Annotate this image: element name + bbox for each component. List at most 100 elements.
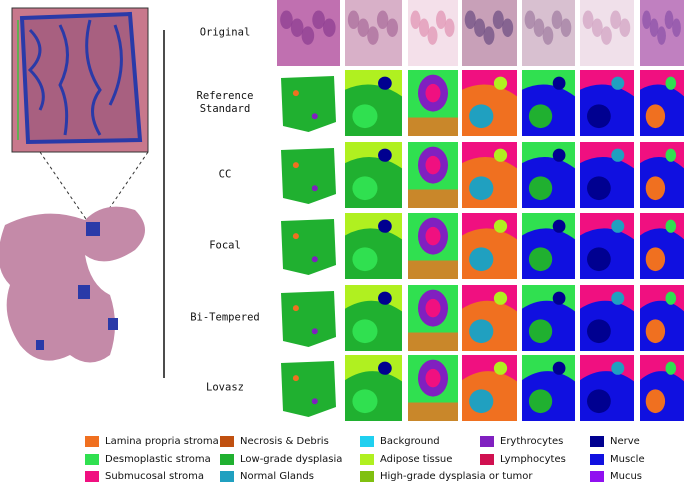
segment [425, 298, 441, 318]
tissue-blob [533, 18, 545, 37]
segment [552, 219, 566, 233]
tissue-blob [672, 18, 681, 37]
legend-item: Low-grade dysplasia [220, 454, 342, 465]
segment [352, 104, 378, 129]
tissue-blob [619, 18, 631, 37]
legend-label: Low-grade dysplasia [240, 454, 343, 465]
tissue-blob [657, 26, 666, 45]
segment [352, 176, 378, 201]
tissue-blob [591, 18, 603, 37]
segment [292, 375, 299, 382]
tissue-blob [610, 10, 622, 30]
legend-swatch [480, 454, 494, 465]
segment [378, 361, 392, 375]
legend-item: Muscle [590, 454, 645, 465]
segment [352, 389, 378, 414]
segment [528, 247, 553, 272]
segment [645, 247, 666, 272]
legend-swatch [220, 454, 234, 465]
segment [665, 291, 677, 305]
segment [281, 361, 336, 417]
tissue-blob [436, 10, 446, 30]
legend-label: Nerve [610, 436, 640, 447]
segment [292, 233, 299, 240]
legend-swatch [590, 454, 604, 465]
segment [469, 389, 494, 414]
segment [611, 148, 625, 162]
segment [352, 247, 378, 272]
segment [352, 319, 378, 344]
legend-label: Background [380, 436, 440, 447]
tissue-blob [542, 26, 554, 45]
segment [645, 389, 666, 414]
segment [528, 176, 553, 201]
segment [378, 148, 392, 162]
legend-label: Lamina propria stroma [105, 436, 219, 447]
segment [665, 148, 677, 162]
legend-label: High-grade dysplasia or tumor [380, 471, 533, 482]
segment [425, 226, 441, 246]
segment [645, 104, 666, 129]
segment [611, 76, 625, 90]
tissue-blob [642, 10, 651, 30]
legend-item: Erythrocytes [480, 436, 563, 447]
segment [611, 291, 625, 305]
segment [408, 260, 458, 279]
segment [528, 104, 553, 129]
tissue-blob [347, 10, 360, 30]
segment [552, 76, 566, 90]
tissue-blob [386, 18, 399, 37]
tissue-blob [376, 10, 389, 30]
legend-item: High-grade dysplasia or tumor [360, 471, 533, 482]
legend-swatch [480, 436, 494, 447]
segment [493, 148, 508, 162]
legend-label: Normal Glands [240, 471, 314, 482]
segment [469, 104, 494, 129]
segment [292, 162, 299, 169]
tissue-blob [551, 10, 563, 30]
tissue-blob [664, 10, 674, 30]
segment [281, 219, 336, 275]
zoom-line [39, 151, 89, 223]
legend-item: Lymphocytes [480, 454, 566, 465]
roi [108, 318, 118, 330]
legend-item: Lamina propria stroma [85, 436, 219, 447]
segment [292, 90, 299, 97]
segment [587, 176, 611, 201]
tissue-blob [474, 18, 486, 37]
segment [281, 76, 336, 132]
roi [78, 285, 90, 299]
segment [587, 247, 611, 272]
inset-tissue [19, 11, 143, 145]
segment [408, 189, 458, 208]
legend-item: Adipose tissue [360, 454, 452, 465]
segment [469, 176, 494, 201]
segment [645, 319, 666, 344]
segment [408, 402, 458, 421]
row-label: Bi-Tempered [190, 311, 260, 324]
tissue-blob [280, 10, 293, 30]
legend-swatch [85, 454, 99, 465]
legend-swatch [590, 436, 604, 447]
segment [292, 305, 299, 312]
row-label: Focal [209, 239, 241, 252]
segment [378, 291, 392, 305]
tissue-blob [464, 10, 476, 30]
segment [665, 76, 677, 90]
tissue-blob [524, 10, 536, 30]
tissue-blob [582, 10, 594, 30]
legend-swatch [590, 471, 604, 482]
legend-swatch [360, 436, 374, 447]
segment [378, 76, 392, 90]
segment [281, 291, 336, 347]
segment [425, 368, 441, 388]
legend-swatch [85, 471, 99, 482]
segment [378, 219, 392, 233]
tissue-blob [502, 18, 514, 37]
row-label: CC [218, 168, 232, 181]
roi [36, 340, 44, 350]
tissue-blob [483, 26, 495, 45]
inset-outlines [27, 19, 123, 136]
segment [408, 332, 458, 351]
segment [587, 319, 611, 344]
